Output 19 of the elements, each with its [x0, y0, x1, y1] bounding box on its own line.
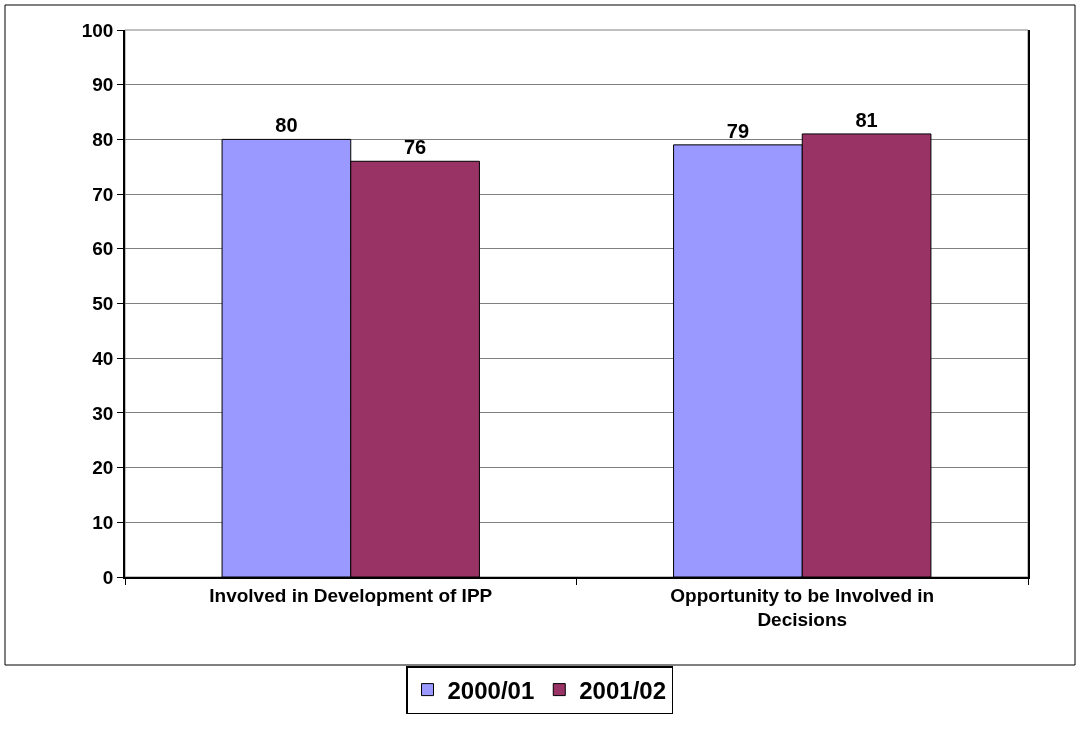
data-label: 76: [403, 136, 427, 159]
legend-label: 2000/01: [447, 676, 535, 704]
y-tick-label: 60: [92, 238, 114, 260]
y-tick-label: 80: [92, 129, 114, 151]
y-tick-label: 50: [92, 293, 114, 315]
data-label: 81: [855, 108, 878, 131]
y-tick-label: 30: [92, 402, 114, 424]
y-tick-label: 90: [92, 74, 114, 96]
y-tick-label: 20: [92, 457, 114, 479]
legend-label: 2001/02: [579, 676, 667, 704]
y-tick-label: 100: [81, 19, 114, 41]
data-label: 79: [726, 119, 750, 142]
x-tick-label: Opportunity to be Involved in Decisions: [670, 584, 935, 631]
y-tick-label: 0: [102, 566, 114, 588]
y-tick-label: 10: [92, 511, 114, 533]
data-label: 80: [275, 114, 298, 137]
y-tick-label: 40: [92, 347, 114, 369]
y-tick-label: 70: [92, 183, 114, 205]
x-tick-label: Involved in Development of IPP: [209, 584, 493, 606]
